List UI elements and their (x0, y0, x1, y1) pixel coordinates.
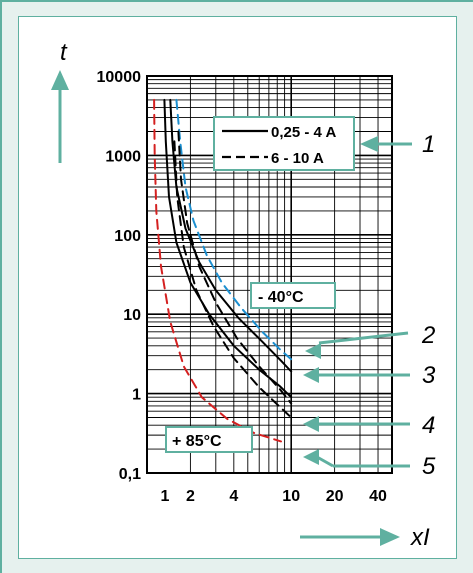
series-4-line (177, 130, 293, 405)
legend-entry-solid: 0,25 - 4 A (271, 124, 336, 141)
y-axis-label: t (60, 39, 68, 66)
x-axis-label: xI (410, 524, 430, 551)
y-tick-label: 0,1 (119, 466, 141, 483)
series-group (153, 98, 293, 443)
y-axis-arrow (51, 70, 69, 163)
annotation-plus-85-text: + 85°C (172, 433, 222, 450)
y-tick-label: 100 (114, 228, 141, 245)
y-tick-label: 10000 (97, 69, 142, 86)
callout-4-label: 4 (422, 412, 435, 439)
plot-border (146, 75, 393, 474)
x-tick-label: 1 (161, 488, 170, 505)
x-tick-label: 10 (282, 488, 300, 505)
y-tick-label: 1000 (105, 148, 141, 165)
y-tick-label: 10 (123, 307, 141, 324)
callout-3-label: 3 (422, 362, 436, 389)
callout-3: 3 (303, 362, 436, 389)
x-tick-label: 20 (326, 488, 344, 505)
legend: 0,25 - 4 A 6 - 10 A (213, 116, 355, 171)
legend-entry-dashed: 6 - 10 A (271, 150, 324, 167)
x-axis-arrow (300, 528, 400, 546)
x-tick-label: 40 (369, 488, 387, 505)
annotation-minus-40-text: - 40°C (258, 289, 304, 306)
callout-1-label: 1 (422, 131, 435, 158)
y-tick-label: 1 (132, 387, 141, 404)
series-2-line (169, 98, 293, 373)
callout-4: 4 (303, 412, 435, 439)
callout-2: 2 (305, 322, 435, 359)
annotation-minus-40: - 40°C (250, 282, 336, 309)
x-tick-label: 4 (229, 488, 238, 505)
callout-2-label: 2 (421, 322, 435, 349)
callout-5: 5 (303, 449, 436, 480)
series-1-line (175, 98, 293, 361)
series-6-line (153, 98, 282, 443)
callout-5-label: 5 (422, 453, 436, 480)
annotation-plus-85: + 85°C (165, 426, 253, 453)
x-tick-label: 2 (186, 488, 195, 505)
series-5-line (173, 140, 293, 419)
callout-1: 1 (360, 131, 435, 158)
